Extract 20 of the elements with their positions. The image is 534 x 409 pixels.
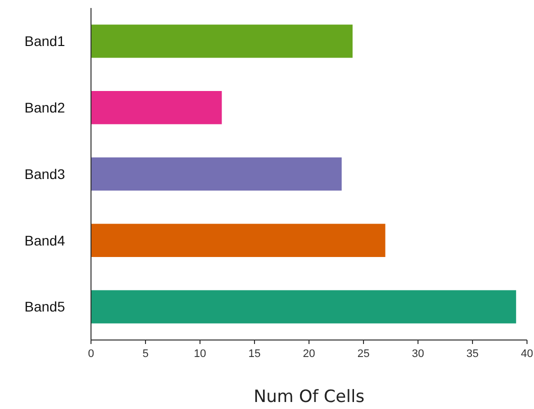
x-tick-label: 25 xyxy=(357,348,370,360)
y-tick-label: Band1 xyxy=(24,33,66,50)
x-tick-label: 20 xyxy=(302,348,316,360)
bar xyxy=(91,24,353,58)
x-tick-label: 35 xyxy=(466,348,479,360)
bar xyxy=(91,290,516,324)
y-tick-label: Band3 xyxy=(24,166,66,182)
bar xyxy=(91,91,222,124)
y-tick-label: Band5 xyxy=(24,298,66,315)
x-tick-label: 0 xyxy=(88,348,94,360)
y-tick-label: Band2 xyxy=(24,100,66,116)
bar xyxy=(91,224,386,257)
y-tick-label: Band4 xyxy=(24,232,66,248)
x-tick-label: 40 xyxy=(520,348,534,360)
x-tick-label: 15 xyxy=(248,348,261,360)
x-axis-title: Num Of Cells xyxy=(254,387,365,407)
x-tick-label: 10 xyxy=(194,348,206,360)
x-tick-label: 5 xyxy=(142,348,149,360)
bar xyxy=(91,157,342,191)
x-tick-label: 30 xyxy=(412,348,424,360)
